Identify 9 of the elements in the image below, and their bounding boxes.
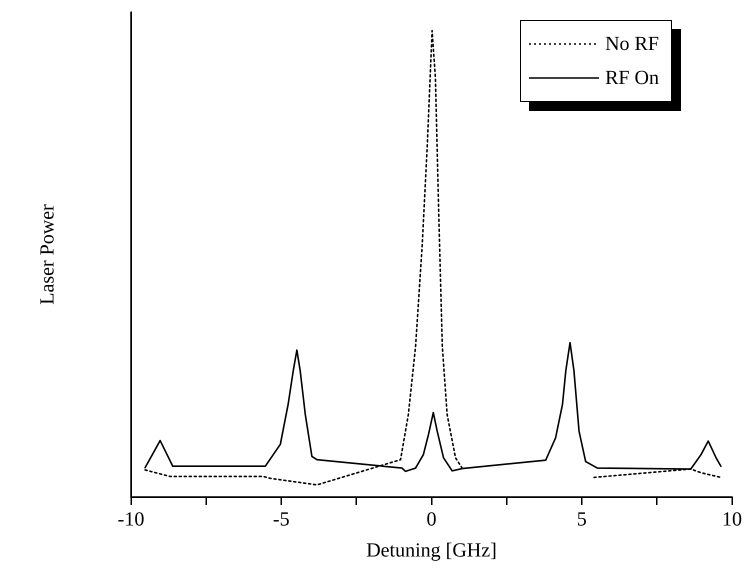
x-tick-label: 10 <box>722 508 742 530</box>
x-tick-label: -10 <box>118 508 144 530</box>
x-tick-label: 0 <box>426 508 436 530</box>
x-axis-title: Detuning [GHz] <box>366 539 497 562</box>
y-axis-title: Laser Power <box>36 204 58 305</box>
legend-label: No RF <box>605 32 659 56</box>
x-tick-label: 5 <box>576 508 587 530</box>
x-tick-label: -5 <box>272 508 290 530</box>
legend-label: RF On <box>605 66 659 90</box>
